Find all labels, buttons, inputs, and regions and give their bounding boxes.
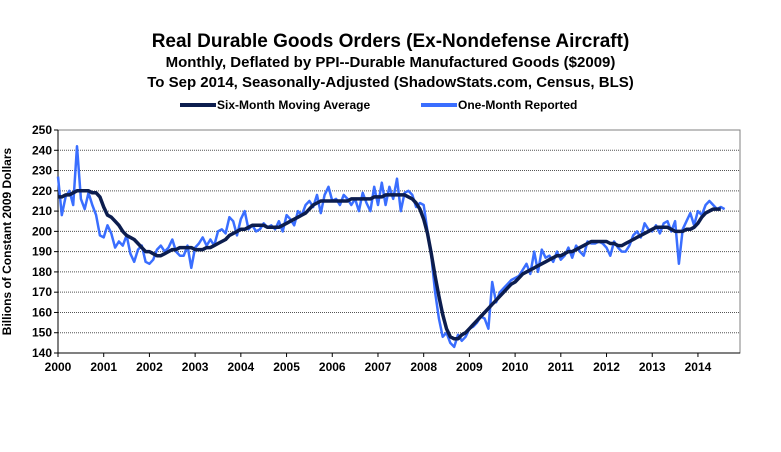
plot-frame (57, 129, 741, 354)
y-tick-label: 170 (32, 285, 52, 299)
x-tick-label: 2002 (136, 360, 163, 374)
x-tick-label: 2005 (273, 360, 300, 374)
y-tick-label: 240 (32, 143, 52, 157)
x-tick-label: 2007 (365, 360, 392, 374)
x-tick-label: 2006 (319, 360, 346, 374)
y-tick-label: 230 (32, 164, 52, 178)
legend-swatch-six-month-average (180, 103, 216, 107)
series-group (56, 144, 726, 349)
y-tick-label: 160 (32, 305, 52, 319)
legend-label-one-month-reported: One-Month Reported (458, 98, 578, 112)
x-tick-label: 2009 (456, 360, 483, 374)
legend-item-six-month-average: Six-Month Moving Average (180, 97, 370, 113)
x-tick-label: 2014 (685, 360, 712, 374)
legend-swatch-one-month-reported (421, 103, 457, 107)
x-tick-label: 2008 (410, 360, 437, 374)
y-tick-label: 180 (32, 265, 52, 279)
x-axis: 2000 2001 2002 2003 2004 2005 2006 2007 2008 2009… (45, 352, 740, 374)
x-tick-label: 2012 (593, 360, 620, 374)
series-line-one-month-reported (56, 144, 726, 349)
legend-item-one-month-reported: One-Month Reported (421, 97, 577, 113)
y-tick-label: 190 (32, 245, 52, 259)
x-tick-label: 2013 (639, 360, 666, 374)
x-tick-label: 2003 (182, 360, 209, 374)
series-line-six-month-average (58, 189, 721, 341)
y-tick-label: 140 (32, 346, 52, 360)
y-axis: 140 150 160 170 180 190 200 210 220 230 240 250 (32, 123, 59, 360)
y-tick-label: 220 (32, 184, 52, 198)
chart-subtitle-1: Monthly, Deflated by PPI--Durable Manufa… (165, 54, 616, 71)
y-tick-label: 150 (32, 326, 52, 340)
chart-subtitle-2: To Sep 2014, Seasonally-Adjusted (Shadow… (147, 74, 634, 91)
legend-label-six-month-average: Six-Month Moving Average (217, 98, 371, 112)
x-tick-label: 2011 (548, 360, 574, 374)
x-tick-label: 2001 (90, 360, 117, 374)
y-tick-label: 210 (32, 204, 52, 218)
x-tick-label: 2004 (227, 360, 254, 374)
y-tick-label: 200 (32, 224, 52, 238)
chart-title: Real Durable Goods Orders (Ex-Nondefense… (151, 31, 630, 52)
y-tick-label: 250 (32, 123, 52, 137)
x-tick-label: 2000 (45, 360, 72, 374)
x-tick-label: 2010 (502, 360, 529, 374)
